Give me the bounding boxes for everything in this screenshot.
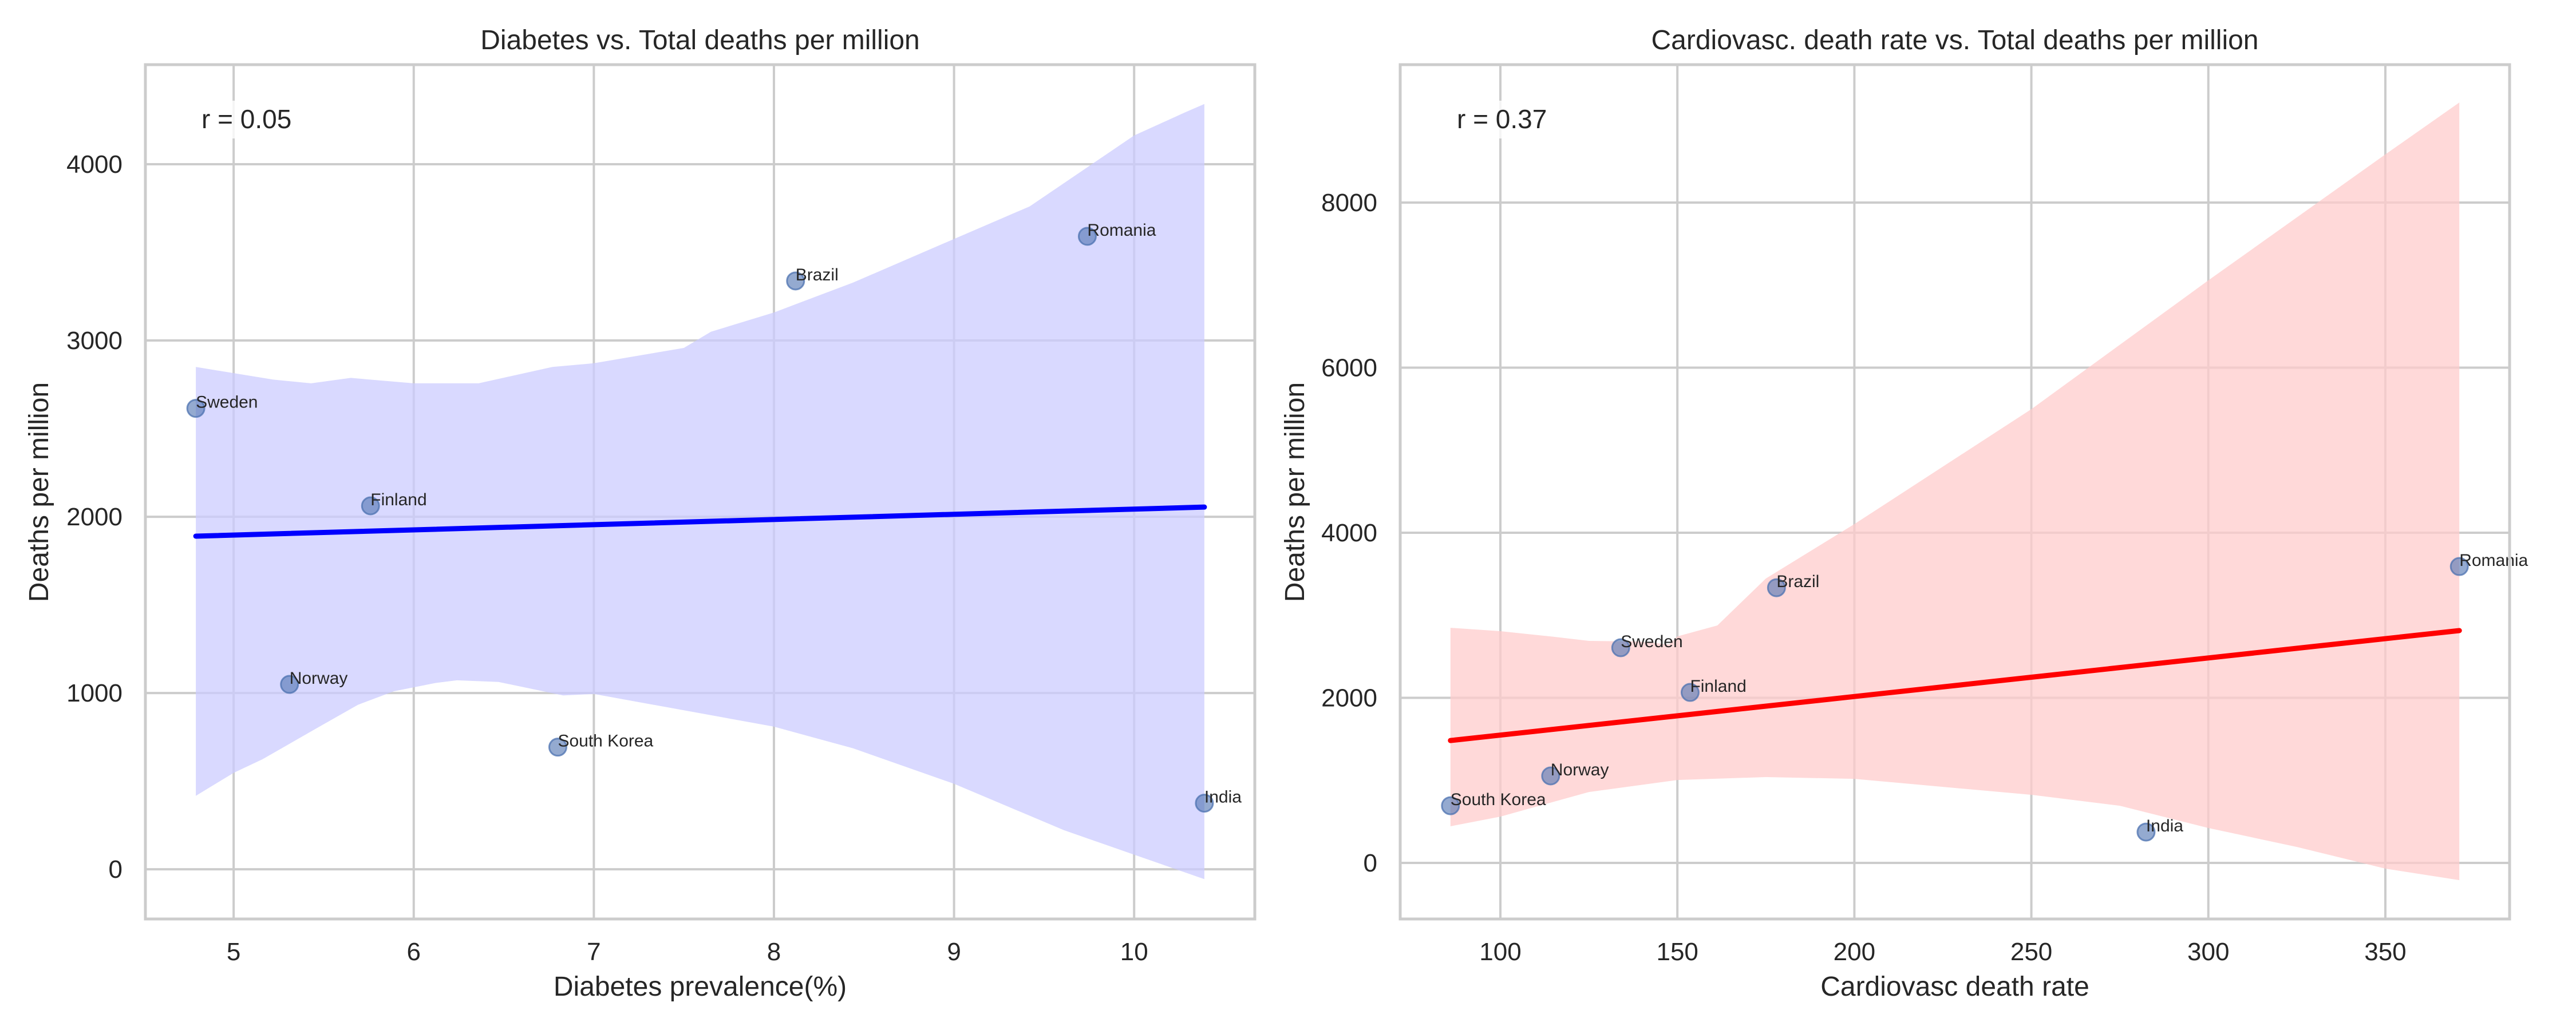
left-point-india [1195, 794, 1214, 813]
right-correlation-annotation: r = 0.37 [1457, 104, 1547, 134]
right-point-norway [1541, 766, 1560, 786]
right-point-sweden [1611, 638, 1630, 657]
left-point-label: India [1204, 788, 1242, 807]
right-point-india [2136, 822, 2156, 842]
left-confidence-band [196, 104, 1204, 880]
left-y-tick-label: 2000 [66, 503, 123, 531]
left-point-brazil [786, 271, 805, 291]
left-point-sweden [186, 399, 206, 418]
right-subplot: South Korea Norway Sweden Finland Brazil Indi… [1280, 25, 2528, 1002]
left-point-label: Norway [290, 669, 348, 688]
left-axes-frame [144, 63, 1257, 921]
left-y-axis-label: Deaths per million [24, 382, 54, 602]
left-y-tick-label: 4000 [66, 150, 123, 179]
left-tick-labels: 5 6 7 8 9 10 0 1000 2000 3000 4000 [66, 150, 1148, 966]
right-y-tick-label: 4000 [1321, 519, 1377, 547]
right-x-tick-label: 350 [2364, 938, 2406, 966]
left-point-norway [280, 675, 299, 694]
right-y-axis-label: Deaths per million [1280, 382, 1310, 602]
right-chart-title: Cardiovasc. death rate vs. Total deaths … [1652, 25, 2259, 56]
right-y-tick-label: 2000 [1321, 684, 1377, 712]
left-x-tick-label: 6 [407, 938, 421, 966]
right-point-label: South Korea [1451, 790, 1546, 809]
right-x-tick-label: 150 [1656, 938, 1698, 966]
left-chart-title: Diabetes vs. Total deaths per million [480, 25, 920, 56]
right-point-label: Norway [1551, 760, 1609, 779]
left-point-label: South Korea [558, 732, 653, 751]
left-annotation-box: r = 0.05 [197, 101, 295, 138]
left-points-layer: Sweden Finland Norway South Korea Brazil Roma… [186, 221, 1242, 813]
left-point-label: Brazil [796, 266, 839, 284]
right-point-label: Brazil [1776, 572, 1819, 591]
left-x-tick-label: 7 [587, 938, 600, 966]
right-point-label: India [2146, 817, 2183, 835]
right-y-tick-label: 6000 [1321, 354, 1377, 382]
left-point-label: Finland [370, 490, 426, 509]
right-x-tick-label: 200 [1834, 938, 1875, 966]
right-regression-layer [1448, 628, 2462, 743]
left-regression-line [193, 504, 1207, 539]
right-x-tick-label: 100 [1479, 938, 1521, 966]
right-points-layer: South Korea Norway Sweden Finland Brazil Indi… [1441, 551, 2528, 842]
right-y-tick-label: 8000 [1321, 189, 1377, 217]
left-x-tick-label: 9 [947, 938, 961, 966]
left-x-tick-label: 8 [767, 938, 781, 966]
left-x-axis-label: Diabetes prevalence(%) [554, 972, 847, 1002]
left-x-tick-label: 10 [1120, 938, 1148, 966]
right-confidence-band [1450, 102, 2460, 881]
right-point-label: Romania [2459, 551, 2528, 570]
left-subplot: Sweden Finland Norway South Korea Brazil Roma… [24, 25, 1257, 1002]
right-point-finland [1680, 683, 1700, 702]
right-point-label: Sweden [1621, 632, 1682, 651]
left-point-romania [1077, 227, 1097, 246]
left-y-tick-label: 1000 [66, 679, 123, 707]
right-point-south-korea [1441, 796, 1460, 815]
left-point-label: Romania [1087, 221, 1156, 240]
right-y-tick-label: 0 [1364, 849, 1377, 877]
left-point-finland [361, 496, 380, 516]
left-point-south-korea [548, 738, 567, 757]
right-axes-frame [1398, 63, 2511, 921]
left-point-label: Sweden [196, 393, 258, 412]
right-x-axis-label: Cardiovasc death rate [1820, 972, 2089, 1002]
right-x-tick-label: 250 [2010, 938, 2052, 966]
left-y-tick-label: 3000 [66, 327, 123, 355]
right-tick-labels: 100 150 200 250 300 350 0 2000 4000 6000 8000 [1321, 189, 2407, 966]
right-point-brazil [1767, 578, 1786, 597]
right-annotation-box: r = 0.37 [1452, 101, 1550, 138]
left-x-tick-label: 5 [227, 938, 240, 966]
right-point-romania [2449, 557, 2469, 576]
right-x-tick-label: 300 [2187, 938, 2229, 966]
left-confidence-band-layer [196, 104, 1204, 880]
left-y-tick-label: 0 [109, 855, 123, 884]
right-point-label: Finland [1690, 677, 1746, 696]
right-confidence-band-layer [1450, 102, 2460, 881]
left-correlation-annotation: r = 0.05 [202, 104, 291, 134]
right-regression-line [1448, 628, 2462, 743]
left-regression-layer [193, 504, 1207, 539]
